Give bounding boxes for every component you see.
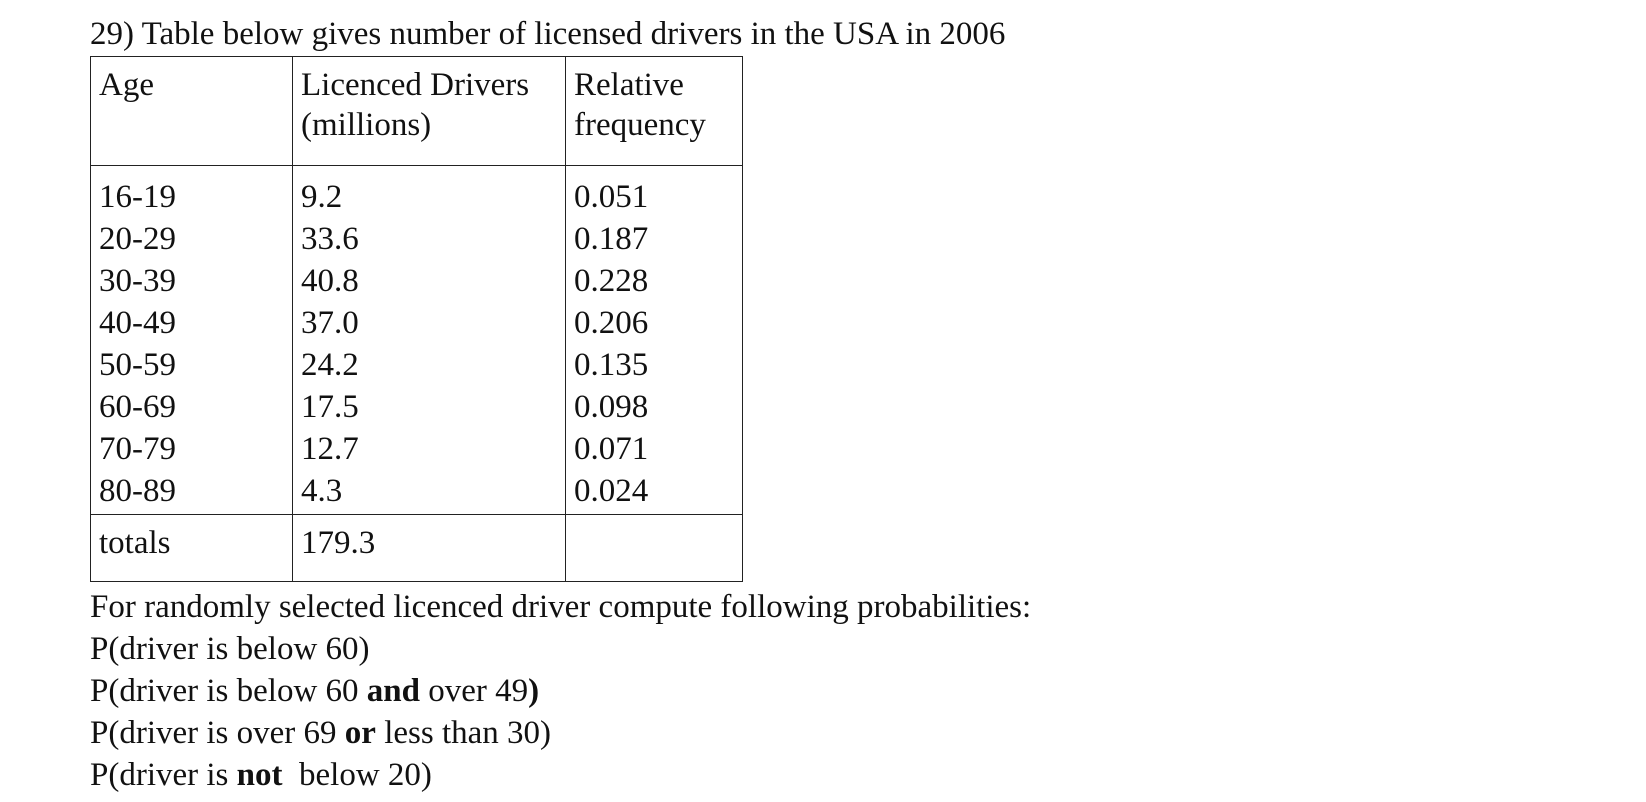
question-3: P(driver is over 69 or less than 30) [90, 712, 1031, 754]
relative-cell: 0.071 [574, 431, 649, 467]
age-column: 16-19 20-29 30-39 40-49 50-59 60-69 70-7… [90, 165, 293, 515]
totals-relative [565, 514, 743, 582]
problem-title: 29) Table below gives number of licensed… [90, 16, 1006, 52]
relative-cell: 0.135 [574, 347, 649, 383]
relative-cell: 0.098 [574, 389, 649, 425]
question-2-part-a: P(driver is below 60 [90, 673, 367, 709]
age-cell: 20-29 [99, 221, 176, 257]
question-3-part-b: less than 30) [375, 715, 552, 751]
age-cell: 80-89 [99, 473, 176, 509]
instructions-text: For randomly selected licenced driver co… [90, 589, 1032, 625]
licensed-drivers-table: Age Licenced Drivers (millions) Relative… [90, 56, 743, 582]
age-cell: 70-79 [99, 431, 176, 467]
relative-cell: 0.051 [574, 179, 649, 215]
totals-label: totals [90, 514, 293, 582]
relative-column: 0.051 0.187 0.228 0.206 0.135 0.098 0.07… [565, 165, 743, 515]
question-4-keyword: not [236, 757, 283, 793]
question-1: P(driver is below 60) [90, 631, 370, 667]
licensed-cell: 17.5 [301, 389, 359, 425]
relative-cell: 0.228 [574, 263, 649, 299]
question-2-close: ) [528, 673, 540, 709]
table-header-row: Age Licenced Drivers (millions) Relative… [90, 56, 743, 166]
relative-cell: 0.206 [574, 305, 649, 341]
header-age-label: Age [99, 67, 154, 103]
question-2: P(driver is below 60 and over 49) [90, 670, 1031, 712]
age-cell: 50-59 [99, 347, 176, 383]
question-4: P(driver is not below 20) [90, 754, 1031, 796]
header-relative-line1: Relative [574, 67, 684, 103]
totals-licensed: 179.3 [292, 514, 566, 582]
relative-cell: 0.187 [574, 221, 649, 257]
licensed-cell: 12.7 [301, 431, 359, 467]
header-licensed-line2: (millions) [301, 107, 432, 143]
age-cell: 60-69 [99, 389, 176, 425]
age-cell: 16-19 [99, 179, 176, 215]
header-licensed-line1: Licenced Drivers [301, 67, 530, 103]
licensed-cell: 24.2 [301, 347, 359, 383]
question-2-part-b: over 49 [420, 673, 529, 709]
age-cell: 40-49 [99, 305, 176, 341]
licensed-cell: 9.2 [301, 179, 343, 215]
licensed-cell: 40.8 [301, 263, 359, 299]
header-relative-frequency: Relative frequency [565, 56, 743, 166]
table-totals-row: totals 179.3 [90, 514, 743, 582]
relative-cell: 0.024 [574, 473, 649, 509]
table-data-rows: 16-19 20-29 30-39 40-49 50-59 60-69 70-7… [90, 165, 743, 515]
question-4-part-b: below 20) [282, 757, 432, 793]
question-2-keyword: and [366, 673, 421, 709]
question-3-keyword: or [344, 715, 376, 751]
licensed-cell: 4.3 [301, 473, 343, 509]
age-cell: 30-39 [99, 263, 176, 299]
question-4-part-a: P(driver is [90, 757, 237, 793]
question-3-part-a: P(driver is over 69 [90, 715, 345, 751]
licensed-cell: 37.0 [301, 305, 359, 341]
document-page: 29) Table below gives number of licensed… [90, 12, 1031, 796]
header-relative-line2: frequency [574, 107, 706, 143]
questions-block: For randomly selected licenced driver co… [90, 586, 1031, 796]
licensed-cell: 33.6 [301, 221, 359, 257]
header-age: Age [90, 56, 293, 166]
licensed-column: 9.2 33.6 40.8 37.0 24.2 17.5 12.7 4.3 [292, 165, 566, 515]
header-licensed-drivers: Licenced Drivers (millions) [292, 56, 566, 166]
